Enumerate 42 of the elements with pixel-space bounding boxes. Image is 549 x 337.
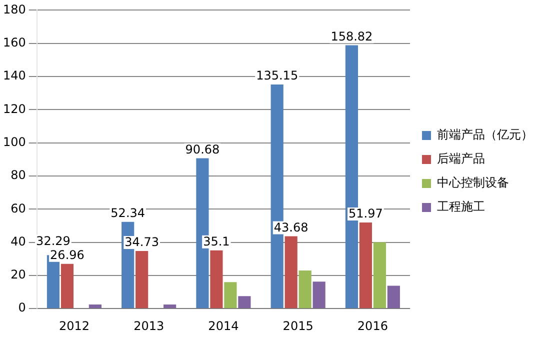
y-tick-label: 100 <box>3 134 26 149</box>
bar <box>224 282 237 308</box>
legend-label: 后端产品 <box>437 152 485 166</box>
x-tick-label: 2014 <box>208 318 239 333</box>
y-tick-label: 60 <box>10 201 26 216</box>
y-tick-label: 160 <box>3 35 26 50</box>
y-tick-label: 40 <box>10 234 26 248</box>
x-tick-label: 2012 <box>58 318 90 333</box>
x-tick-label: 2013 <box>134 318 164 333</box>
bar <box>60 264 74 308</box>
bar <box>359 222 372 308</box>
data-label: 135.15 <box>256 68 298 83</box>
data-label: 26.96 <box>50 248 84 262</box>
bar <box>387 286 400 308</box>
bar <box>298 270 312 308</box>
y-tick-label: 180 <box>3 2 26 16</box>
data-label: 51.97 <box>348 206 383 221</box>
bar <box>136 251 148 308</box>
y-tick-label: 80 <box>10 168 26 182</box>
bar <box>284 236 298 308</box>
legend-label: 前端产品（亿元） <box>437 128 533 142</box>
bar <box>164 304 176 308</box>
x-tick-label: 2015 <box>282 318 314 333</box>
bar <box>373 242 386 308</box>
legend-label: 中心控制设备 <box>437 176 509 190</box>
data-label: 158.82 <box>330 29 373 44</box>
data-label: 43.68 <box>274 220 308 234</box>
y-tick-label: 120 <box>3 102 26 116</box>
data-label: 34.73 <box>124 235 160 250</box>
bar <box>88 304 102 308</box>
data-label: 35.1 <box>203 234 230 249</box>
data-label: 32.29 <box>36 234 70 248</box>
y-tick-label: 140 <box>3 68 26 83</box>
x-tick-label: 2016 <box>357 318 388 333</box>
y-tick-label: 20 <box>10 268 26 282</box>
y-tick-label: 0 <box>18 300 26 315</box>
legend-label: 工程施工 <box>437 200 485 214</box>
data-label: 90.68 <box>185 142 220 156</box>
bar <box>312 282 326 308</box>
data-label: 52.34 <box>110 206 146 220</box>
bar <box>210 250 223 308</box>
bar <box>238 296 251 308</box>
